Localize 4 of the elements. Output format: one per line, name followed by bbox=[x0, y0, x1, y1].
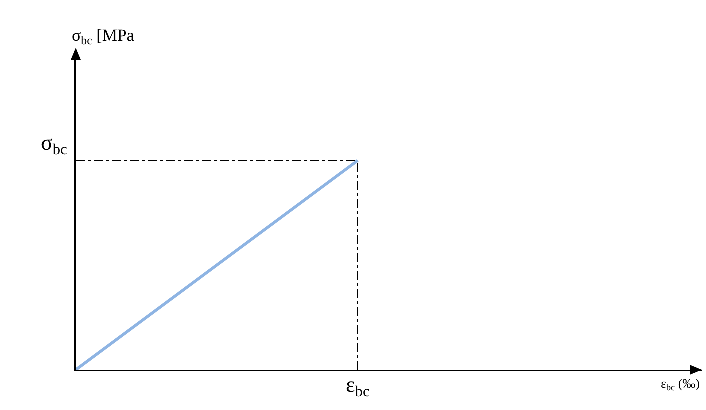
x-axis-title: ε$_{bc}$ (‰) bbox=[661, 376, 700, 393]
text: σ$_{bc}$ [MPa bbox=[72, 26, 135, 48]
ref-line-label: σ$_{bc}$ bbox=[41, 130, 68, 159]
text: ε$_{bc}$ bbox=[346, 372, 370, 401]
